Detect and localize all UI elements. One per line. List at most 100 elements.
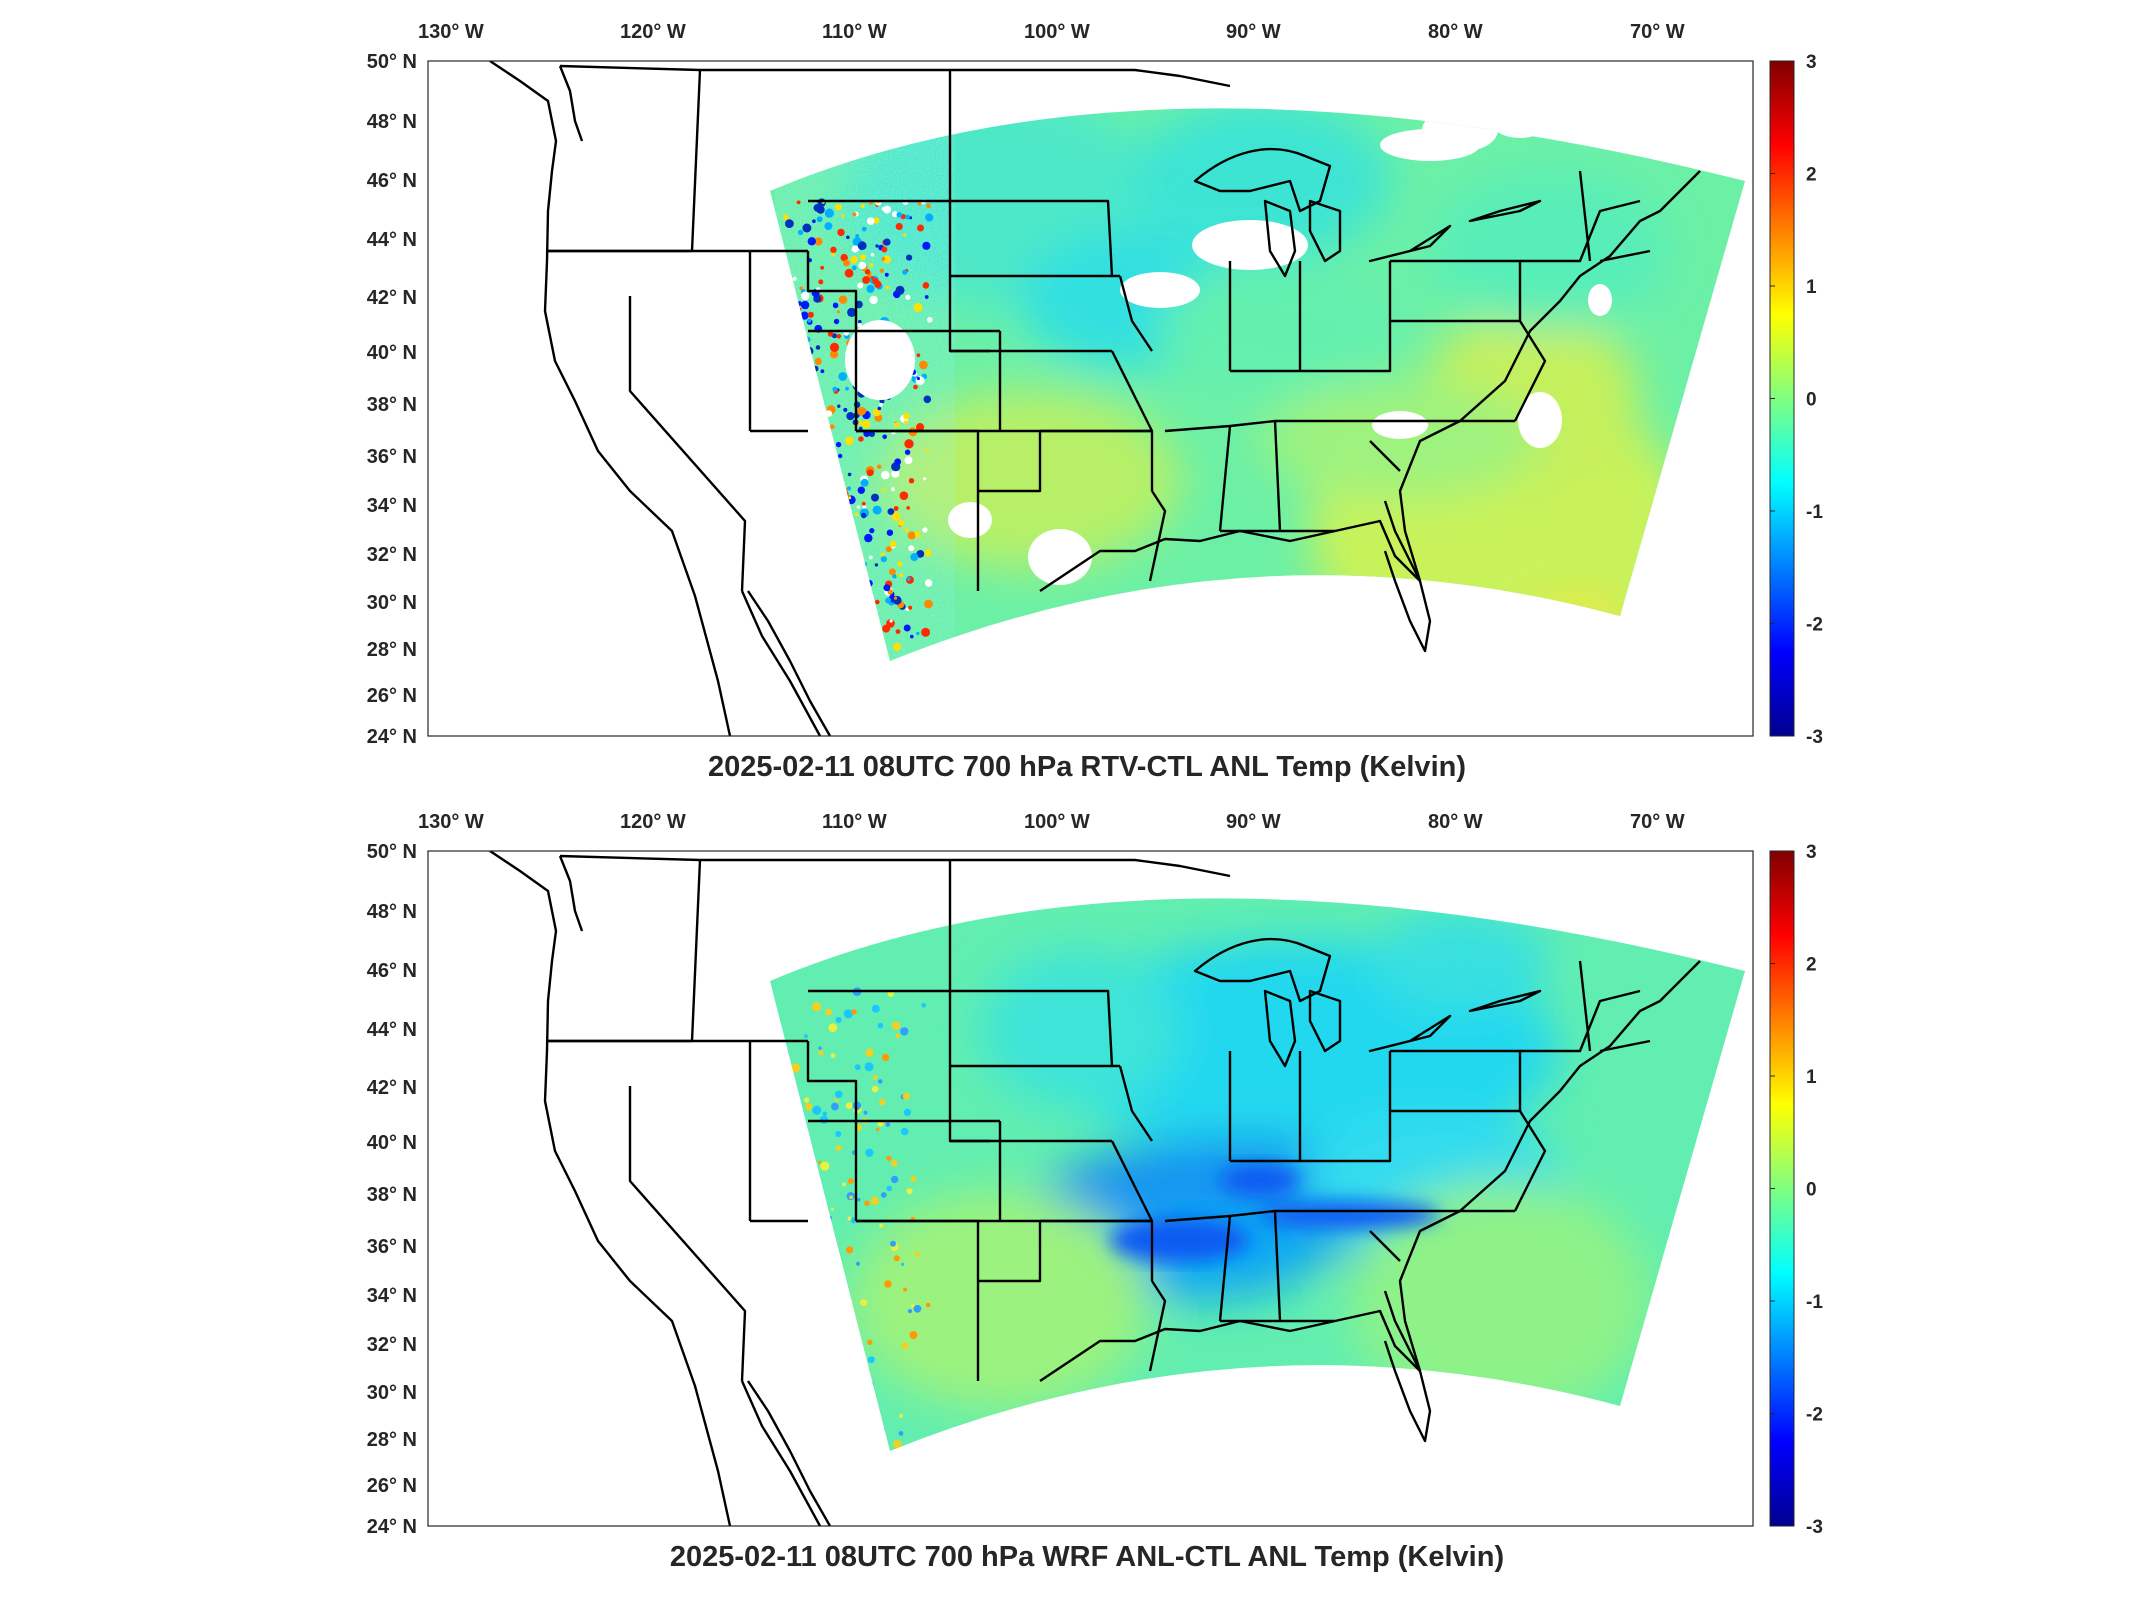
noise-speck — [846, 495, 856, 505]
noise-speck — [821, 711, 826, 716]
noise-speck — [832, 302, 839, 309]
noise-speck — [912, 680, 919, 687]
noise-speck — [845, 1462, 849, 1466]
noise-speck — [832, 711, 840, 719]
noise-speck — [899, 1413, 903, 1418]
noise-speck — [811, 386, 821, 396]
noise-speck — [852, 576, 861, 585]
noise-speck — [861, 697, 865, 701]
noise-speck — [848, 496, 852, 500]
noise-speck — [787, 1434, 797, 1444]
noise-speck — [835, 1145, 842, 1151]
noise-speck — [812, 365, 819, 372]
noise-speck — [792, 276, 797, 281]
panel-title-bottom: 2025-02-11 08UTC 700 hPa WRF ANL-CTL ANL… — [670, 1541, 1504, 1573]
noise-speck — [862, 505, 867, 510]
noise-speck — [810, 491, 817, 498]
noise-speck — [883, 255, 891, 264]
noise-speck — [843, 690, 847, 694]
noise-speck — [862, 276, 870, 284]
noise-speck — [928, 1496, 931, 1499]
noise-speck — [848, 1178, 854, 1184]
noise-speck — [834, 1098, 839, 1103]
noise-speck — [824, 693, 828, 697]
noise-speck — [857, 406, 866, 416]
noise-speck — [856, 1197, 861, 1202]
noise-speck — [869, 528, 875, 534]
noise-speck — [906, 731, 909, 734]
noise-speck — [812, 590, 821, 599]
border-line — [628, 1086, 747, 1382]
noise-speck — [783, 364, 790, 372]
noise-speck — [870, 276, 875, 280]
noise-speck — [922, 527, 928, 533]
noise-speck — [883, 238, 891, 246]
noise-speck — [869, 295, 878, 305]
noise-speck — [822, 1363, 827, 1368]
noise-speck — [790, 582, 799, 590]
noise-speck — [910, 634, 914, 639]
border-line — [1263, 989, 1297, 1068]
border-line — [559, 64, 1231, 88]
noise-speck — [900, 1027, 909, 1036]
noise-speck — [836, 310, 840, 314]
noise-speck — [807, 311, 814, 318]
noise-speck — [791, 304, 795, 308]
noise-speck — [822, 676, 830, 684]
noise-speck — [833, 523, 839, 530]
noise-speck — [846, 1458, 852, 1464]
noise-speck — [795, 653, 804, 661]
noise-speck — [887, 508, 895, 515]
noise-speck — [810, 1234, 818, 1241]
noise-speck — [811, 490, 819, 499]
noise-speck — [871, 644, 881, 654]
border-line — [1273, 1210, 1282, 1322]
noise-speck — [800, 647, 806, 653]
noise-speck — [908, 605, 913, 610]
noise-speck — [856, 699, 863, 706]
noise-speck — [912, 1454, 918, 1460]
noise-speck — [924, 549, 932, 557]
noise-speck — [864, 1200, 870, 1206]
border-line — [1369, 440, 1401, 472]
lat-tick-label: 40° N — [367, 342, 417, 364]
border-line — [950, 199, 1114, 277]
colorbar-tick-label: 0 — [1806, 1180, 1817, 1201]
noise-speck — [797, 726, 804, 733]
noise-speck — [859, 654, 865, 659]
noise-speck — [830, 1053, 836, 1058]
noise-speck — [906, 1188, 913, 1195]
noise-speck — [821, 659, 828, 661]
noise-speck — [812, 376, 817, 381]
noise-speck — [788, 508, 797, 517]
noise-speck — [926, 203, 931, 209]
noise-speck — [804, 346, 814, 356]
lat-tick-label: 28° N — [367, 1429, 417, 1451]
noise-speck — [882, 706, 886, 710]
lat-tick-label: 30° N — [367, 592, 417, 614]
border-line — [978, 431, 1042, 493]
noise-speck — [803, 397, 810, 404]
colorbar-tick-label: -3 — [1806, 1517, 1823, 1538]
noise-speck — [818, 1160, 822, 1164]
border-line — [1398, 170, 1701, 582]
noise-speck — [809, 524, 820, 535]
noise-speck — [819, 1428, 826, 1434]
noise-speck — [825, 577, 833, 585]
noise-speck — [913, 710, 918, 715]
border-line — [1308, 199, 1342, 263]
noise-speck — [870, 710, 875, 715]
noise-speck — [865, 606, 873, 614]
noise-speck — [826, 479, 834, 487]
noise-speck — [807, 1152, 814, 1159]
noise-speck — [851, 1375, 856, 1380]
lat-tick-label: 36° N — [367, 1236, 417, 1258]
border-line — [1383, 1290, 1432, 1443]
noise-speck — [921, 1003, 926, 1008]
noise-speck — [864, 716, 868, 720]
noise-speck — [854, 512, 859, 516]
noise-speck — [796, 388, 802, 394]
noise-speck — [860, 1299, 868, 1307]
noise-speck — [877, 679, 881, 683]
noise-speck — [795, 466, 801, 472]
